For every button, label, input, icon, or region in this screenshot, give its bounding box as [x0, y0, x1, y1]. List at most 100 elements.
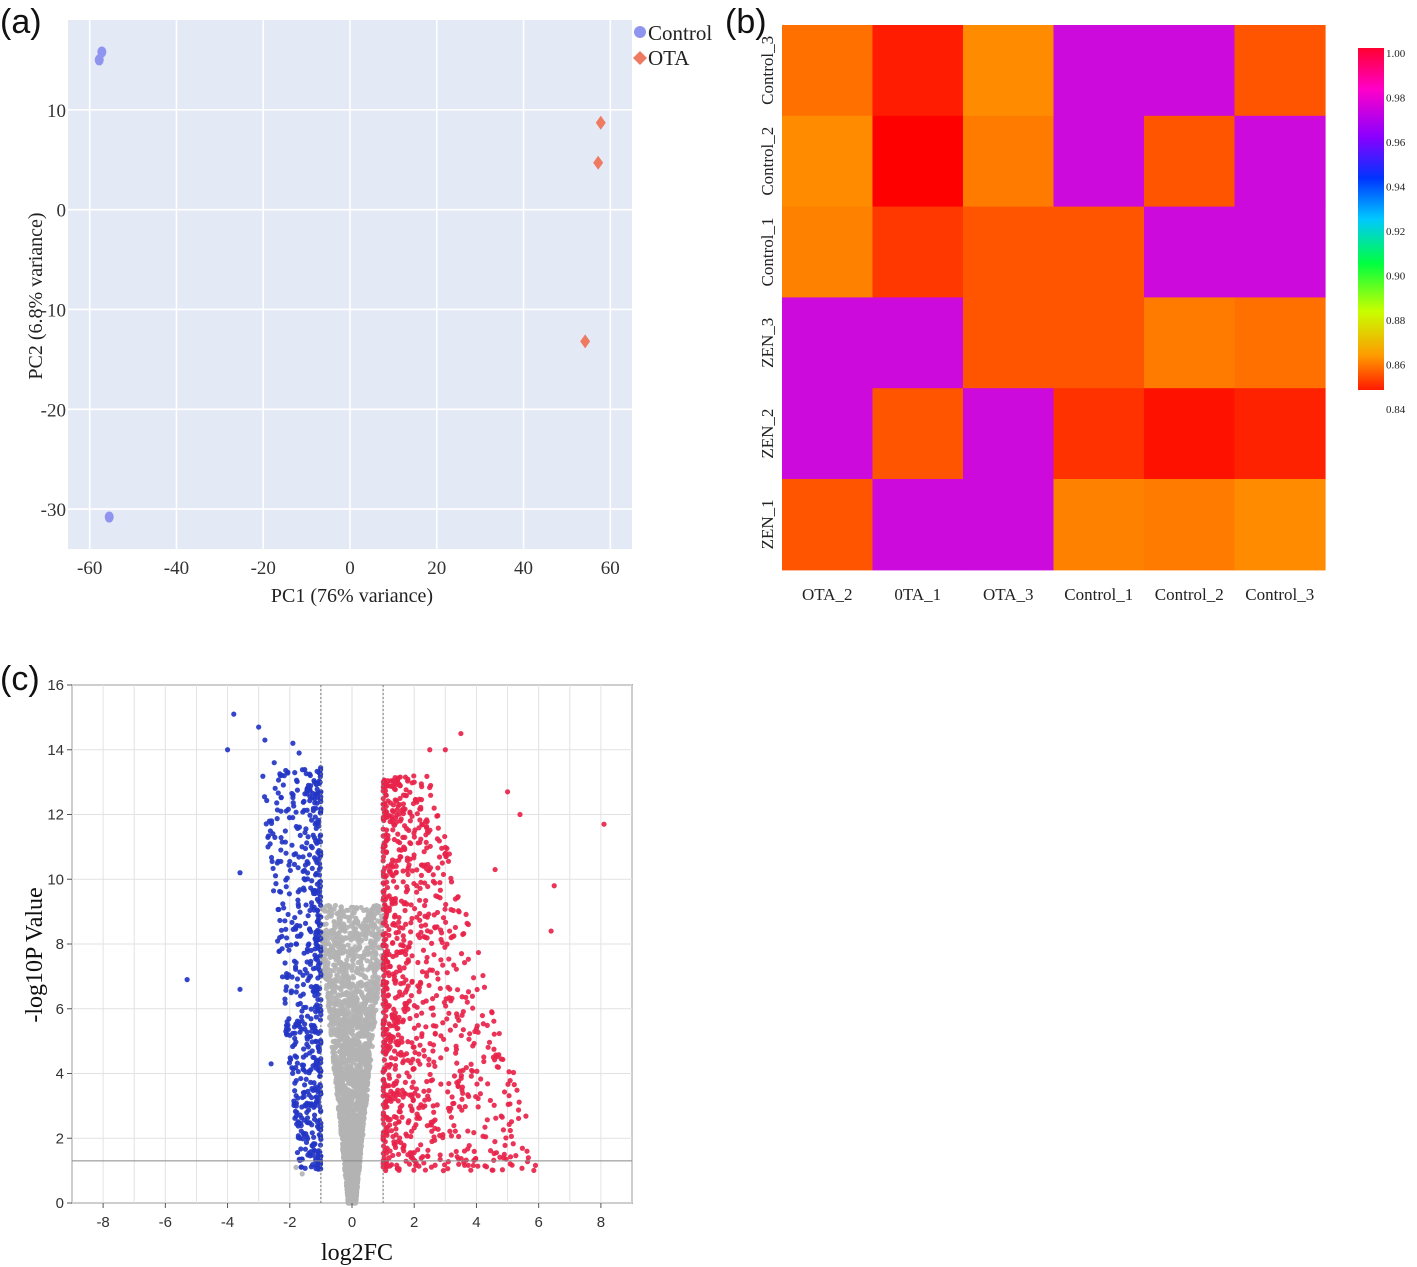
volcano-point-up — [405, 871, 411, 878]
volcano-point-up — [406, 1161, 413, 1167]
volcano-threshold-lines — [72, 685, 632, 1203]
volcano-y-tick-label: 16 — [47, 677, 64, 694]
volcano-point-down — [317, 1161, 323, 1168]
volcano-point-down — [295, 889, 301, 895]
volcano-point-up — [422, 1097, 428, 1103]
volcano-point-up — [380, 858, 386, 864]
volcano-point-ns — [344, 989, 350, 995]
volcano-point-down — [278, 794, 284, 800]
volcano-point-up — [398, 807, 405, 813]
volcano-point-up — [462, 1103, 468, 1110]
volcano-point-down — [293, 1103, 299, 1109]
volcano-point-down — [313, 1014, 319, 1020]
volcano-point-down — [272, 873, 279, 879]
volcano-point-down — [316, 1095, 322, 1101]
volcano-point-up — [407, 856, 413, 862]
pca-point-ota — [580, 334, 591, 349]
volcano-point-up — [390, 971, 396, 977]
volcano-point-up — [418, 1142, 424, 1148]
volcano-point-ns — [337, 959, 343, 965]
volcano-point-ns — [345, 1058, 351, 1064]
volcano-point-down — [296, 750, 302, 756]
volcano-point-ns — [322, 974, 328, 980]
volcano-point-up — [409, 915, 415, 922]
volcano-y-tick-label: 12 — [47, 807, 64, 824]
volcano-point-up — [418, 872, 425, 878]
volcano-x-tick-label: 2 — [410, 1214, 418, 1231]
volcano-point-up — [484, 1117, 490, 1123]
volcano-point-up — [417, 1042, 423, 1048]
volcano-point-down — [313, 1084, 319, 1090]
volcano-point-up — [483, 1164, 490, 1170]
volcano-point-ns — [329, 910, 335, 917]
volcano-point-ns — [345, 978, 351, 984]
volcano-point-down — [304, 970, 310, 976]
volcano-point-up — [511, 1082, 517, 1088]
volcano-point-up — [384, 1145, 390, 1151]
volcano-point-up — [387, 1039, 394, 1045]
volcano-point-up — [465, 956, 471, 962]
pca-y-ticks: 10 0 -10 -20 -30 — [41, 101, 66, 521]
volcano-point-up — [444, 970, 450, 976]
volcano-point-down — [302, 1146, 309, 1152]
volcano-point-ns — [323, 903, 330, 909]
volcano-point-up — [412, 1049, 418, 1056]
volcano-point-ns — [371, 923, 378, 929]
volcano-point-ns — [360, 1132, 366, 1138]
volcano-point-up — [439, 860, 445, 866]
volcano-point-up — [380, 1017, 387, 1023]
volcano-point-ns — [354, 1184, 360, 1190]
volcano-point-down — [299, 1115, 305, 1121]
volcano-point-up — [403, 921, 409, 927]
volcano-point-down — [304, 807, 310, 813]
volcano-point-down — [296, 1019, 302, 1025]
volcano-point-up — [531, 1167, 537, 1174]
colorbar-tick-label: 0.98 — [1386, 93, 1406, 105]
volcano-point-down — [301, 1046, 307, 1052]
volcano-point-down — [278, 927, 285, 933]
volcano-point-up — [454, 987, 461, 993]
volcano-point-ns — [368, 940, 374, 946]
volcano-point-ns — [345, 1162, 351, 1168]
volcano-point-down — [224, 747, 231, 753]
volcano-point-up — [383, 1167, 389, 1174]
legend-ota-marker — [633, 51, 647, 65]
volcano-point-up — [413, 1162, 419, 1168]
volcano-point-up — [424, 1078, 430, 1085]
volcano-point-up — [484, 1022, 490, 1028]
volcano-point-up — [506, 1093, 512, 1099]
panel-label-b: (b) — [725, 3, 767, 41]
volcano-point-up — [411, 779, 417, 785]
volcano-point-down — [271, 760, 277, 766]
volcano-point-up — [465, 1162, 471, 1168]
volcano-point-up — [381, 777, 387, 784]
volcano-point-up — [551, 883, 557, 889]
volcano-point-up — [427, 1122, 434, 1128]
volcano-point-ns — [372, 992, 378, 999]
volcano-point-up — [400, 974, 406, 980]
volcano-point-down — [311, 1112, 318, 1118]
volcano-point-up — [380, 1112, 386, 1118]
volcano-point-up — [380, 880, 386, 886]
volcano-point-up — [499, 1167, 506, 1173]
volcano-point-ns — [352, 926, 359, 932]
volcano-point-up — [523, 1113, 529, 1119]
volcano-point-ns — [326, 935, 332, 941]
volcano-x-tick-label: 8 — [597, 1214, 605, 1231]
volcano-point-down — [304, 949, 311, 955]
volcano-point-down — [305, 1136, 311, 1142]
volcano-point-up — [383, 1083, 390, 1089]
volcano-point-up — [380, 1009, 387, 1015]
heatmap-y-label: Control_2 — [758, 127, 777, 196]
volcano-point-up — [442, 833, 448, 840]
volcano-point-down — [295, 901, 301, 907]
volcano-point-up — [415, 1093, 421, 1099]
heatmap-cell — [1144, 297, 1236, 389]
volcano-x-tick-label: -6 — [159, 1214, 172, 1231]
volcano-point-up — [391, 1023, 397, 1029]
volcano-point-up — [409, 953, 415, 959]
volcano-point-up — [464, 920, 470, 926]
volcano-point-up — [420, 947, 427, 953]
volcano-point-up — [423, 866, 430, 872]
volcano-point-up — [508, 1133, 515, 1139]
